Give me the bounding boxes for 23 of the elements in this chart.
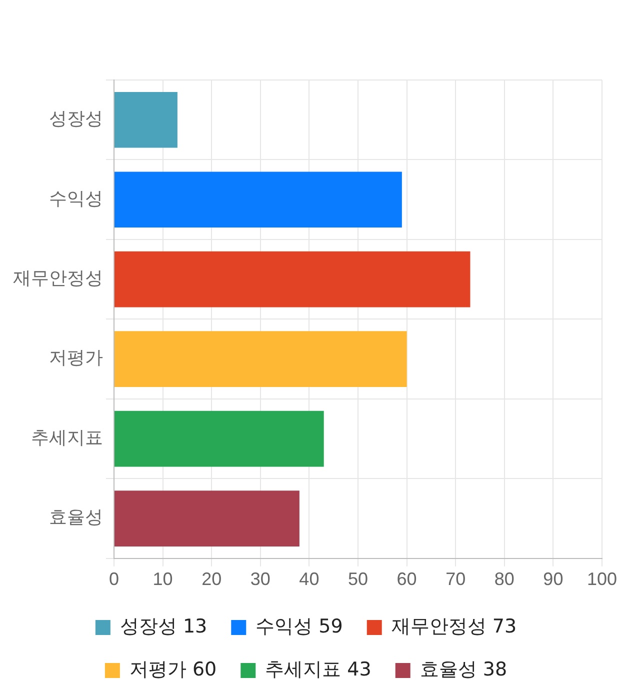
y-tick-label: 성장성 <box>49 108 103 130</box>
x-tick-label: 10 <box>152 569 173 590</box>
x-tick-label: 60 <box>396 569 417 590</box>
legend-label: 저평가 60 <box>129 658 217 680</box>
legend-label: 효율성 38 <box>420 658 508 680</box>
y-tick-label: 효율성 <box>49 507 103 528</box>
x-tick-label: 90 <box>543 569 564 590</box>
legend-label: 성장성 13 <box>120 615 208 638</box>
y-tick-label: 재무안정성 <box>13 268 103 290</box>
x-tick-label: 40 <box>299 569 320 590</box>
x-tick-label: 50 <box>348 569 368 590</box>
y-tick-label: 수익성 <box>49 188 103 210</box>
x-tick-label: 70 <box>446 569 466 590</box>
legend-label: 재무안정성 73 <box>391 615 517 638</box>
y-tick-label: 추세지표 <box>31 427 103 448</box>
x-tick-label: 20 <box>202 569 222 590</box>
legend-label: 추세지표 43 <box>265 658 372 680</box>
x-tick-label: 0 <box>108 569 120 590</box>
x-tick-label: 30 <box>250 569 270 590</box>
y-tick-label: 저평가 <box>49 348 103 369</box>
x-tick-label: 100 <box>586 569 618 590</box>
x-tick-label: 80 <box>494 569 514 590</box>
legend-label: 수익성 59 <box>256 615 343 638</box>
